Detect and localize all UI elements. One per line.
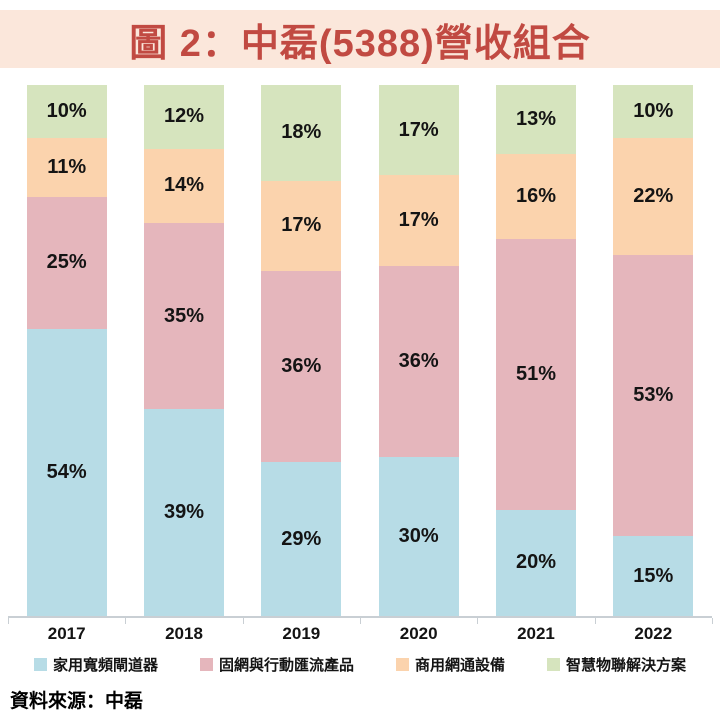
legend-label: 固網與行動匯流產品 xyxy=(218,656,354,674)
legend: 家用寬頻閘道器 固網與行動匯流產品 商用網通設備 智慧物聯解決方案 xyxy=(0,653,720,675)
legend-item: 商用網通設備 xyxy=(396,654,505,675)
axis-tick xyxy=(360,618,361,624)
axis-tick xyxy=(242,618,244,624)
segment-value-label: 54% xyxy=(46,461,87,484)
bar-segment: 22% xyxy=(613,138,694,255)
bar-column: 54% 25% 11% 10% xyxy=(8,85,125,616)
x-axis-label: 2017 xyxy=(47,624,86,643)
axis-tick xyxy=(125,618,127,624)
bar-column: 30% 36% 17% 17% xyxy=(360,85,477,616)
bar-segment: 36% xyxy=(261,270,342,463)
segment-value-label: 17% xyxy=(398,118,439,141)
segment-value-label: 18% xyxy=(281,121,322,144)
segment-value-label: 15% xyxy=(633,564,674,587)
legend-item: 智慧物聯解決方案 xyxy=(547,654,686,675)
bar-segment: 20% xyxy=(496,509,576,616)
bar-segment: 53% xyxy=(613,254,694,537)
legend-swatch-icon xyxy=(199,657,213,671)
chart-title: 圖 2：中磊(5388)營收組合 xyxy=(129,22,591,65)
stacked-bar-2022: 15% 53% 22% 10% xyxy=(613,85,694,616)
segment-value-label: 51% xyxy=(515,362,556,385)
x-axis-label: 2021 xyxy=(517,624,555,643)
bar-segment: 51% xyxy=(496,239,576,510)
legend-swatch-icon xyxy=(547,657,561,671)
bar-segment: 16% xyxy=(496,154,576,240)
segment-value-label: 36% xyxy=(281,354,322,377)
segment-value-label: 22% xyxy=(633,185,674,208)
axis-tick xyxy=(8,618,9,624)
source-note: 資料來源：中磊 xyxy=(10,691,144,712)
bar-segment: 11% xyxy=(26,138,107,197)
legend-label: 智慧物聯解決方案 xyxy=(566,656,687,674)
bar-column: 29% 36% 17% 18% xyxy=(243,85,360,616)
segment-value-label: 36% xyxy=(398,349,439,372)
segment-value-label: 16% xyxy=(515,185,556,208)
segment-value-label: 39% xyxy=(163,500,204,523)
segment-value-label: 14% xyxy=(163,174,204,197)
legend-item: 固網與行動匯流產品 xyxy=(199,654,354,675)
segment-value-label: 35% xyxy=(163,304,204,327)
bar-column: 39% 35% 14% 12% xyxy=(125,85,242,616)
bar-segment: 18% xyxy=(261,85,342,181)
x-axis-label: 2022 xyxy=(634,624,673,643)
x-axis-label: 2018 xyxy=(165,624,203,643)
stacked-bar-2021: 20% 51% 16% 13% xyxy=(496,85,576,616)
bar-segment: 15% xyxy=(613,536,694,616)
bar-column: 20% 51% 16% 13% xyxy=(477,85,594,616)
bar-segment: 13% xyxy=(496,85,576,155)
axis-tick xyxy=(477,618,479,624)
segment-value-label: 17% xyxy=(281,214,322,237)
legend-label: 家用寬頻閘道器 xyxy=(52,656,158,674)
legend-label: 商用網通設備 xyxy=(415,656,506,674)
chart-title-band: 圖 2：中磊(5388)營收組合 xyxy=(0,10,720,68)
axis-tick xyxy=(712,618,713,624)
bar-segment: 25% xyxy=(26,196,107,330)
bar-segment: 10% xyxy=(613,85,694,139)
stacked-bar-2020: 30% 36% 17% 17% xyxy=(378,85,459,616)
bar-segment: 12% xyxy=(144,85,224,149)
bar-segment: 17% xyxy=(261,180,342,271)
bar-segment: 54% xyxy=(26,329,107,616)
x-axis-labels: 2017 2018 2019 2020 2021 2022 xyxy=(8,624,712,648)
x-axis-label: 2019 xyxy=(282,624,321,643)
bar-segment: 29% xyxy=(261,462,342,616)
bar-segment: 10% xyxy=(26,85,107,139)
segment-value-label: 10% xyxy=(46,100,87,123)
bar-segment: 39% xyxy=(144,408,224,616)
segment-value-label: 20% xyxy=(515,551,556,574)
segment-value-label: 30% xyxy=(398,524,439,547)
legend-swatch-icon xyxy=(33,657,47,671)
bar-segment: 17% xyxy=(378,85,459,176)
bar-column: 15% 53% 22% 10% xyxy=(595,85,712,616)
bar-segment: 30% xyxy=(378,456,459,616)
bar-segment: 35% xyxy=(144,223,224,409)
segment-value-label: 10% xyxy=(633,100,674,123)
legend-item: 家用寬頻閘道器 xyxy=(33,654,158,675)
segment-value-label: 17% xyxy=(398,208,439,231)
segment-value-label: 11% xyxy=(47,155,87,178)
x-axis-ticks xyxy=(8,618,713,624)
segment-value-label: 13% xyxy=(515,108,556,131)
bar-segment: 17% xyxy=(378,175,459,266)
segment-value-label: 12% xyxy=(163,105,204,128)
axis-tick xyxy=(594,618,596,624)
segment-value-label: 53% xyxy=(633,384,674,407)
stacked-bar-2017: 54% 25% 11% 10% xyxy=(26,85,107,616)
legend-swatch-icon xyxy=(396,657,409,671)
plot-area: 54% 25% 11% 10% 39% 35% 14% 12% 29% 36% 17% 18% 30% 3… xyxy=(8,85,712,618)
bar-segment: 14% xyxy=(144,148,224,224)
bar-segment: 36% xyxy=(378,265,459,457)
segment-value-label: 25% xyxy=(46,251,87,274)
segment-value-label: 29% xyxy=(281,527,322,550)
x-axis-label: 2020 xyxy=(399,624,438,643)
stacked-bar-2018: 39% 35% 14% 12% xyxy=(144,85,224,616)
stacked-bar-2019: 29% 36% 17% 18% xyxy=(261,85,342,616)
